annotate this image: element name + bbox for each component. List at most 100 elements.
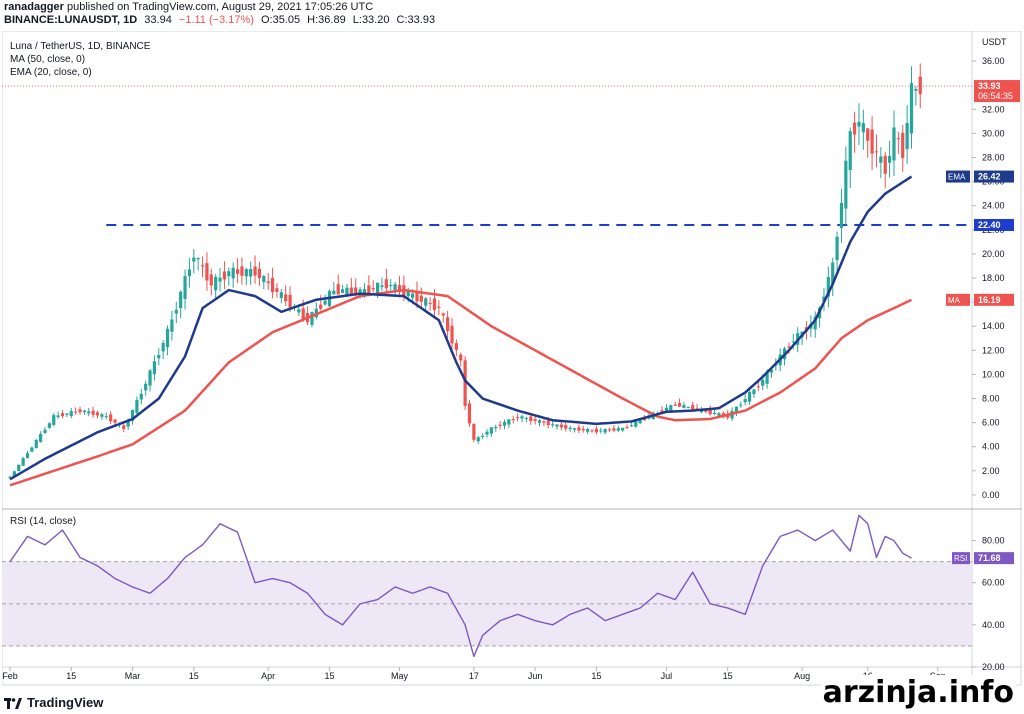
low-value: L:33.20 [352, 14, 390, 26]
tradingview-logo[interactable]: TradingView [4, 695, 103, 710]
candle-body [406, 291, 410, 297]
currency-label: USDT [982, 37, 1007, 47]
candle-body [244, 269, 248, 277]
candle-body [161, 342, 165, 352]
candle-body [594, 428, 599, 433]
time-axis-label: 15 [324, 671, 334, 681]
candle-body [249, 268, 253, 277]
candle-body [642, 418, 647, 421]
candle-body [122, 425, 126, 429]
candle-body [262, 276, 266, 283]
candle-body [616, 428, 620, 431]
candle-body [669, 405, 673, 411]
candle-body [130, 409, 135, 421]
candle-body [183, 276, 187, 299]
candle-body [686, 406, 690, 408]
candle-body [200, 265, 205, 267]
candle-body [485, 431, 489, 435]
candle-body [664, 407, 669, 412]
candle-body [437, 306, 441, 308]
candle-body [467, 403, 472, 424]
candle-body [516, 417, 520, 419]
rsi-axis-label: 20.00 [982, 662, 1005, 672]
candle-body [74, 411, 78, 413]
candle-body [839, 202, 844, 228]
candle-body [157, 355, 161, 359]
candle-body [747, 392, 752, 402]
candle-body [459, 354, 463, 361]
candle-body [170, 319, 174, 332]
candle-body [489, 427, 493, 434]
candle-body [603, 429, 607, 433]
price-axis-label: 20.00 [982, 249, 1005, 259]
ma50-line [9, 288, 913, 487]
candle-body [507, 419, 511, 425]
candle-body [905, 122, 909, 150]
candle-body [270, 277, 275, 293]
candle-body [214, 276, 218, 291]
candle-body [874, 151, 879, 153]
candle-body [65, 413, 69, 415]
published-text: published on TradingView.com, August 29,… [66, 1, 374, 13]
candle-body [769, 369, 774, 373]
price-axis-label: 0.00 [982, 490, 1000, 500]
candle-body [625, 427, 629, 429]
rsi-axis-label: 40.00 [982, 620, 1005, 630]
candle-body [323, 300, 327, 305]
chart-legend: Luna / TetherUS, 1D, BINANCE MA (50, clo… [10, 40, 150, 79]
candle-body [520, 416, 524, 419]
chart-frame[interactable]: 0.002.004.006.008.0010.0012.0014.0016.00… [1, 30, 1022, 686]
candle-body [791, 341, 795, 343]
candle-body [139, 393, 143, 400]
time-axis-label: 15 [591, 671, 601, 681]
candle-body [393, 284, 397, 292]
candle-body [336, 284, 340, 295]
candle-body [739, 404, 743, 406]
candle-body [537, 420, 542, 423]
price-axis-label: 12.00 [982, 345, 1005, 355]
legend-title[interactable]: Luna / TetherUS, 1D, BINANCE [10, 41, 151, 52]
last-price: 33.94 [144, 14, 172, 26]
time-axis-label: Mar [125, 671, 141, 681]
candle-body [901, 132, 905, 158]
candle-body [345, 287, 349, 297]
candle-body [297, 309, 301, 313]
last-price-tag-bg [974, 80, 1020, 103]
candle-body [612, 428, 616, 431]
candle-body [914, 88, 918, 91]
rsi-tag-bg [974, 552, 1014, 565]
candle-body [533, 419, 537, 421]
candle-body [419, 295, 423, 302]
author-name[interactable]: ranadagger [4, 1, 64, 13]
price-chart[interactable]: 0.002.004.006.008.0010.0012.0014.0016.00… [1, 30, 1022, 686]
ema-tag-prefix: EMA [948, 173, 966, 182]
candle-body [39, 433, 43, 442]
price-axis-label: 30.00 [982, 128, 1005, 138]
legend-ema[interactable]: EMA (20, close, 0) [10, 67, 92, 78]
candle-body [165, 329, 170, 348]
candle-body [187, 269, 192, 277]
candle-body [450, 325, 454, 344]
price-axis-label: 14.00 [982, 321, 1005, 331]
candle-body [870, 129, 874, 154]
candle-body [82, 410, 86, 413]
candle-body [712, 412, 717, 414]
candle-body [60, 413, 65, 417]
candle-body [511, 419, 515, 421]
candle-body [397, 285, 402, 293]
candle-body [174, 309, 178, 314]
rsi-line [9, 514, 912, 658]
time-axis-label: Jul [661, 671, 673, 681]
candle-body [113, 419, 117, 423]
candle-body [909, 83, 914, 134]
candle-body [332, 290, 336, 295]
candle-body [826, 277, 830, 297]
candle-body [472, 424, 476, 440]
candle-body [375, 282, 380, 295]
last-price-tag-countdown: 06:54:35 [978, 91, 1013, 101]
candle-body [677, 402, 682, 407]
rsi-legend[interactable]: RSI (14, close) [10, 516, 77, 527]
legend-ma[interactable]: MA (50, close, 0) [10, 54, 86, 65]
time-axis-label: Aug [794, 671, 810, 681]
symbol-label: BINANCE:LUNAUSDT, 1D [4, 14, 138, 26]
